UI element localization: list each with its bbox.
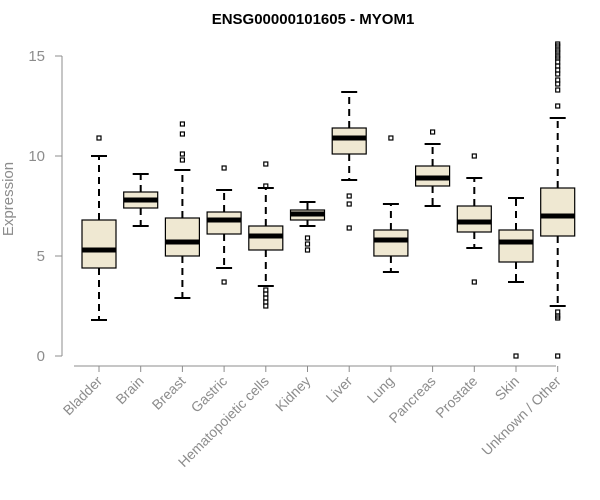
x-tick-label: Unknown / Other: [478, 373, 564, 459]
outlier-point: [471, 153, 477, 159]
box-iqr: [456, 205, 492, 233]
box-8: [415, 129, 451, 207]
boxes-group: [81, 41, 576, 359]
x-tick-label: Prostate: [432, 373, 480, 421]
outlier-point: [221, 165, 227, 171]
outlier-point: [263, 183, 269, 189]
box-5: [289, 201, 326, 253]
outlier-point: [96, 135, 102, 141]
box-9: [456, 153, 492, 285]
outlier-point: [263, 291, 269, 297]
x-tick-label: Lung: [364, 373, 397, 406]
chart-title: ENSG00000101605 - MYOM1: [212, 11, 415, 28]
outlier-point: [263, 287, 269, 293]
x-tick-label: Brain: [112, 373, 146, 407]
outlier-point: [304, 235, 311, 241]
outlier-point: [263, 161, 269, 167]
box-10: [498, 197, 534, 359]
x-tick-label: Breast: [149, 373, 189, 413]
outlier-point: [263, 299, 269, 305]
outlier-point: [346, 193, 352, 199]
box-iqr: [81, 219, 117, 269]
box-iqr: [331, 127, 367, 155]
box-4: [248, 161, 284, 309]
box-11: [540, 41, 576, 359]
outlier-point: [179, 131, 185, 137]
x-tick-label: Bladder: [60, 373, 106, 419]
box-iqr: [206, 211, 242, 235]
outlier-point: [221, 279, 227, 285]
outlier-point: [263, 295, 269, 301]
box-3: [206, 165, 242, 285]
outlier-point: [513, 353, 519, 359]
outlier-point: [263, 303, 269, 309]
outlier-point: [304, 241, 311, 247]
box-iqr: [164, 217, 200, 257]
outlier-point: [555, 309, 561, 315]
y-tick-label: 10: [28, 148, 45, 165]
outlier-point: [179, 151, 185, 157]
x-tick-label: Kidney: [272, 373, 314, 415]
y-tick-label: 15: [28, 48, 45, 65]
outlier-point: [430, 129, 436, 135]
box-0: [81, 135, 117, 321]
outlier-point: [555, 77, 561, 83]
box-2: [164, 121, 200, 299]
box-iqr: [373, 229, 409, 257]
outlier-point: [555, 41, 561, 47]
outlier-point: [471, 279, 477, 285]
outlier-point: [179, 157, 185, 163]
box-iqr: [498, 229, 534, 263]
outlier-point: [555, 103, 561, 109]
y-axis-ticks: 0 5 10 15: [28, 48, 62, 365]
outlier-point: [304, 247, 311, 253]
y-tick-label: 0: [37, 348, 45, 365]
box-6: [331, 91, 367, 231]
outlier-point: [555, 87, 561, 93]
x-tick-label: Skin: [492, 373, 523, 404]
x-tick-label: Liver: [323, 373, 356, 406]
box-iqr: [540, 187, 576, 237]
box-1: [123, 173, 159, 227]
outlier-point: [179, 121, 185, 127]
outlier-point: [555, 353, 561, 359]
outlier-point: [346, 201, 352, 207]
box-7: [373, 135, 409, 273]
outlier-point: [346, 225, 352, 231]
y-axis-label: Expression: [0, 162, 17, 236]
outlier-point: [388, 135, 394, 141]
y-tick-label: 5: [37, 248, 45, 265]
